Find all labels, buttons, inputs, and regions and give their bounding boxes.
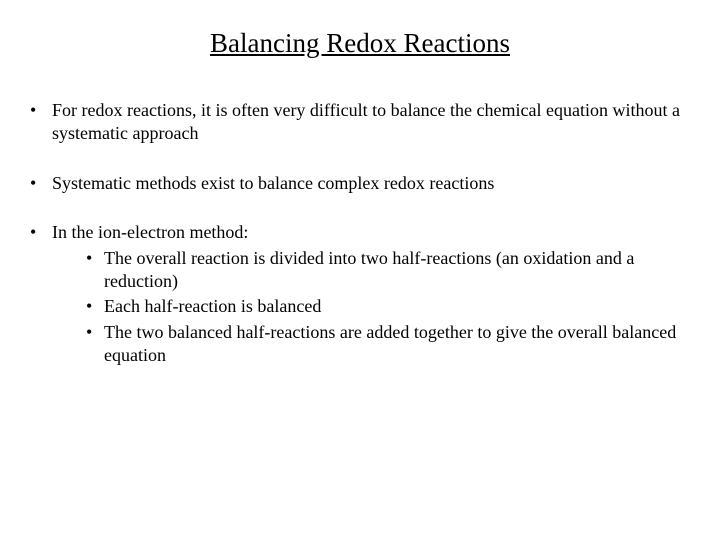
- bullet-text: In the ion-electron method:: [52, 222, 248, 242]
- bullet-item: In the ion-electron method: The overall …: [24, 221, 696, 367]
- bullet-item: For redox reactions, it is often very di…: [24, 99, 696, 146]
- bullet-text: For redox reactions, it is often very di…: [52, 100, 680, 143]
- sub-bullet-list: The overall reaction is divided into two…: [52, 247, 696, 368]
- sub-bullet-item: The overall reaction is divided into two…: [52, 247, 696, 294]
- bullet-item: Systematic methods exist to balance comp…: [24, 172, 696, 195]
- sub-bullet-item: The two balanced half-reactions are adde…: [52, 321, 696, 368]
- sub-bullet-item: Each half-reaction is balanced: [52, 295, 696, 318]
- sub-bullet-text: Each half-reaction is balanced: [104, 296, 321, 316]
- bullet-text: Systematic methods exist to balance comp…: [52, 173, 494, 193]
- main-bullet-list: For redox reactions, it is often very di…: [24, 99, 696, 368]
- sub-bullet-text: The two balanced half-reactions are adde…: [104, 322, 676, 365]
- slide-title: Balancing Redox Reactions: [24, 28, 696, 59]
- sub-bullet-text: The overall reaction is divided into two…: [104, 248, 634, 291]
